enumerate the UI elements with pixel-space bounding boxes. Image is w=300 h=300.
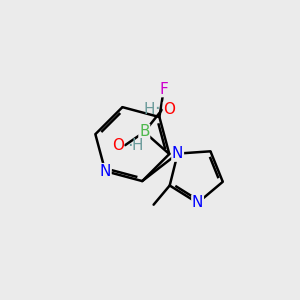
Text: F: F [159,82,168,97]
Text: O: O [112,138,124,153]
Text: H: H [132,138,143,153]
Text: H: H [144,102,155,117]
Text: N: N [192,195,203,210]
Text: N: N [100,164,111,179]
Text: ·: · [128,137,133,155]
Text: ·: · [154,100,160,118]
Text: B: B [139,124,149,140]
Text: O: O [164,102,175,117]
Text: N: N [172,146,183,161]
